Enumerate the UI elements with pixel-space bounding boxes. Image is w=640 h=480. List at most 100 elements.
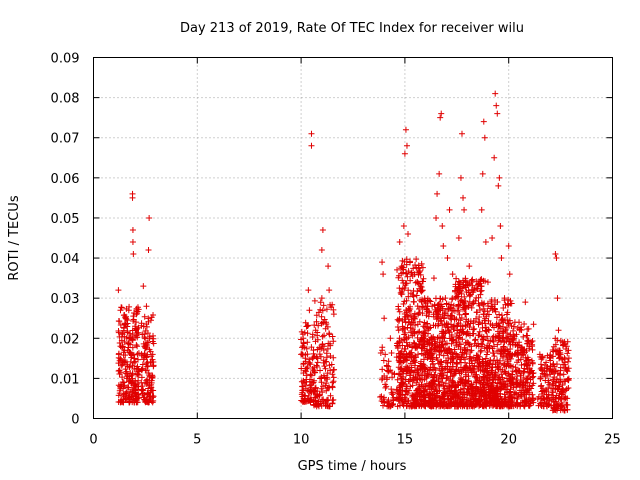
- data-point: [501, 295, 508, 302]
- data-point: [408, 271, 415, 278]
- data-point: [495, 182, 502, 189]
- data-point: [307, 361, 314, 368]
- data-point: [439, 365, 446, 372]
- data-point: [399, 277, 406, 284]
- data-point: [492, 396, 499, 403]
- data-point: [312, 338, 319, 345]
- data-point: [485, 302, 492, 309]
- data-point: [385, 402, 392, 409]
- data-point: [381, 315, 388, 322]
- data-point: [329, 383, 336, 390]
- data-point: [303, 345, 310, 352]
- data-point: [474, 309, 481, 316]
- data-point: [403, 388, 410, 395]
- data-point: [430, 391, 437, 398]
- data-point: [497, 403, 504, 410]
- data-point: [403, 142, 410, 149]
- data-point: [436, 334, 443, 341]
- data-point: [538, 367, 545, 374]
- data-point: [503, 363, 510, 370]
- data-point: [443, 301, 450, 308]
- data-point: [433, 354, 440, 361]
- data-point: [476, 332, 483, 339]
- data-point: [485, 311, 492, 318]
- data-point: [323, 306, 330, 313]
- data-point: [540, 403, 547, 410]
- data-point: [314, 359, 321, 366]
- data-point: [549, 346, 556, 353]
- data-point: [401, 298, 408, 305]
- data-point: [323, 350, 330, 357]
- data-point: [424, 354, 431, 361]
- data-point: [396, 308, 403, 315]
- data-point: [313, 318, 320, 325]
- data-point: [447, 349, 454, 356]
- data-point: [406, 378, 413, 385]
- data-point: [304, 330, 311, 337]
- data-point: [440, 393, 447, 400]
- data-point: [511, 319, 518, 326]
- data-point: [465, 303, 472, 310]
- data-point: [528, 367, 535, 374]
- data-point: [468, 343, 475, 350]
- data-point: [434, 190, 441, 197]
- y-axis-label: ROTI / TECUs: [7, 195, 22, 280]
- data-point: [128, 354, 135, 361]
- data-point: [129, 194, 136, 201]
- data-point: [466, 280, 473, 287]
- data-point: [430, 313, 437, 320]
- y-tick-label: 0.09: [51, 52, 80, 67]
- data-point: [126, 363, 133, 370]
- data-point: [431, 302, 438, 309]
- y-tick-label: 0.01: [51, 372, 80, 387]
- data-point: [406, 372, 413, 379]
- data-point: [129, 239, 136, 246]
- data-point: [536, 351, 543, 358]
- data-point: [118, 344, 125, 351]
- data-point: [505, 370, 512, 377]
- data-point: [381, 399, 388, 406]
- data-point: [487, 321, 494, 328]
- data-point: [448, 340, 455, 347]
- data-point: [329, 301, 336, 308]
- data-point: [120, 349, 127, 356]
- data-point: [141, 334, 148, 341]
- data-point: [142, 327, 149, 334]
- data-point: [526, 389, 533, 396]
- data-point: [317, 306, 324, 313]
- data-point: [489, 387, 496, 394]
- data-point: [298, 328, 305, 335]
- data-point: [402, 329, 409, 336]
- data-point: [134, 367, 141, 374]
- data-point: [401, 258, 408, 265]
- data-point: [484, 375, 491, 382]
- data-point: [464, 328, 471, 335]
- data-point: [519, 350, 526, 357]
- data-point: [476, 360, 483, 367]
- data-point: [485, 386, 492, 393]
- data-point: [138, 379, 145, 386]
- data-point: [130, 316, 137, 323]
- data-point: [465, 377, 472, 384]
- data-point: [500, 343, 507, 350]
- data-point: [424, 303, 431, 310]
- data-point: [317, 367, 324, 374]
- data-point: [386, 403, 393, 410]
- data-point: [395, 397, 402, 404]
- data-point: [505, 243, 512, 250]
- data-point: [492, 90, 499, 97]
- data-point: [565, 347, 572, 354]
- data-point: [554, 347, 561, 354]
- data-point: [312, 384, 319, 391]
- data-point: [506, 390, 513, 397]
- data-point: [435, 315, 442, 322]
- data-point: [542, 372, 549, 379]
- data-point: [115, 392, 122, 399]
- data-point: [490, 333, 497, 340]
- data-point: [495, 322, 502, 329]
- data-point: [449, 271, 456, 278]
- data-point: [415, 400, 422, 407]
- data-point: [403, 280, 410, 287]
- data-point: [469, 360, 476, 367]
- data-point: [487, 371, 494, 378]
